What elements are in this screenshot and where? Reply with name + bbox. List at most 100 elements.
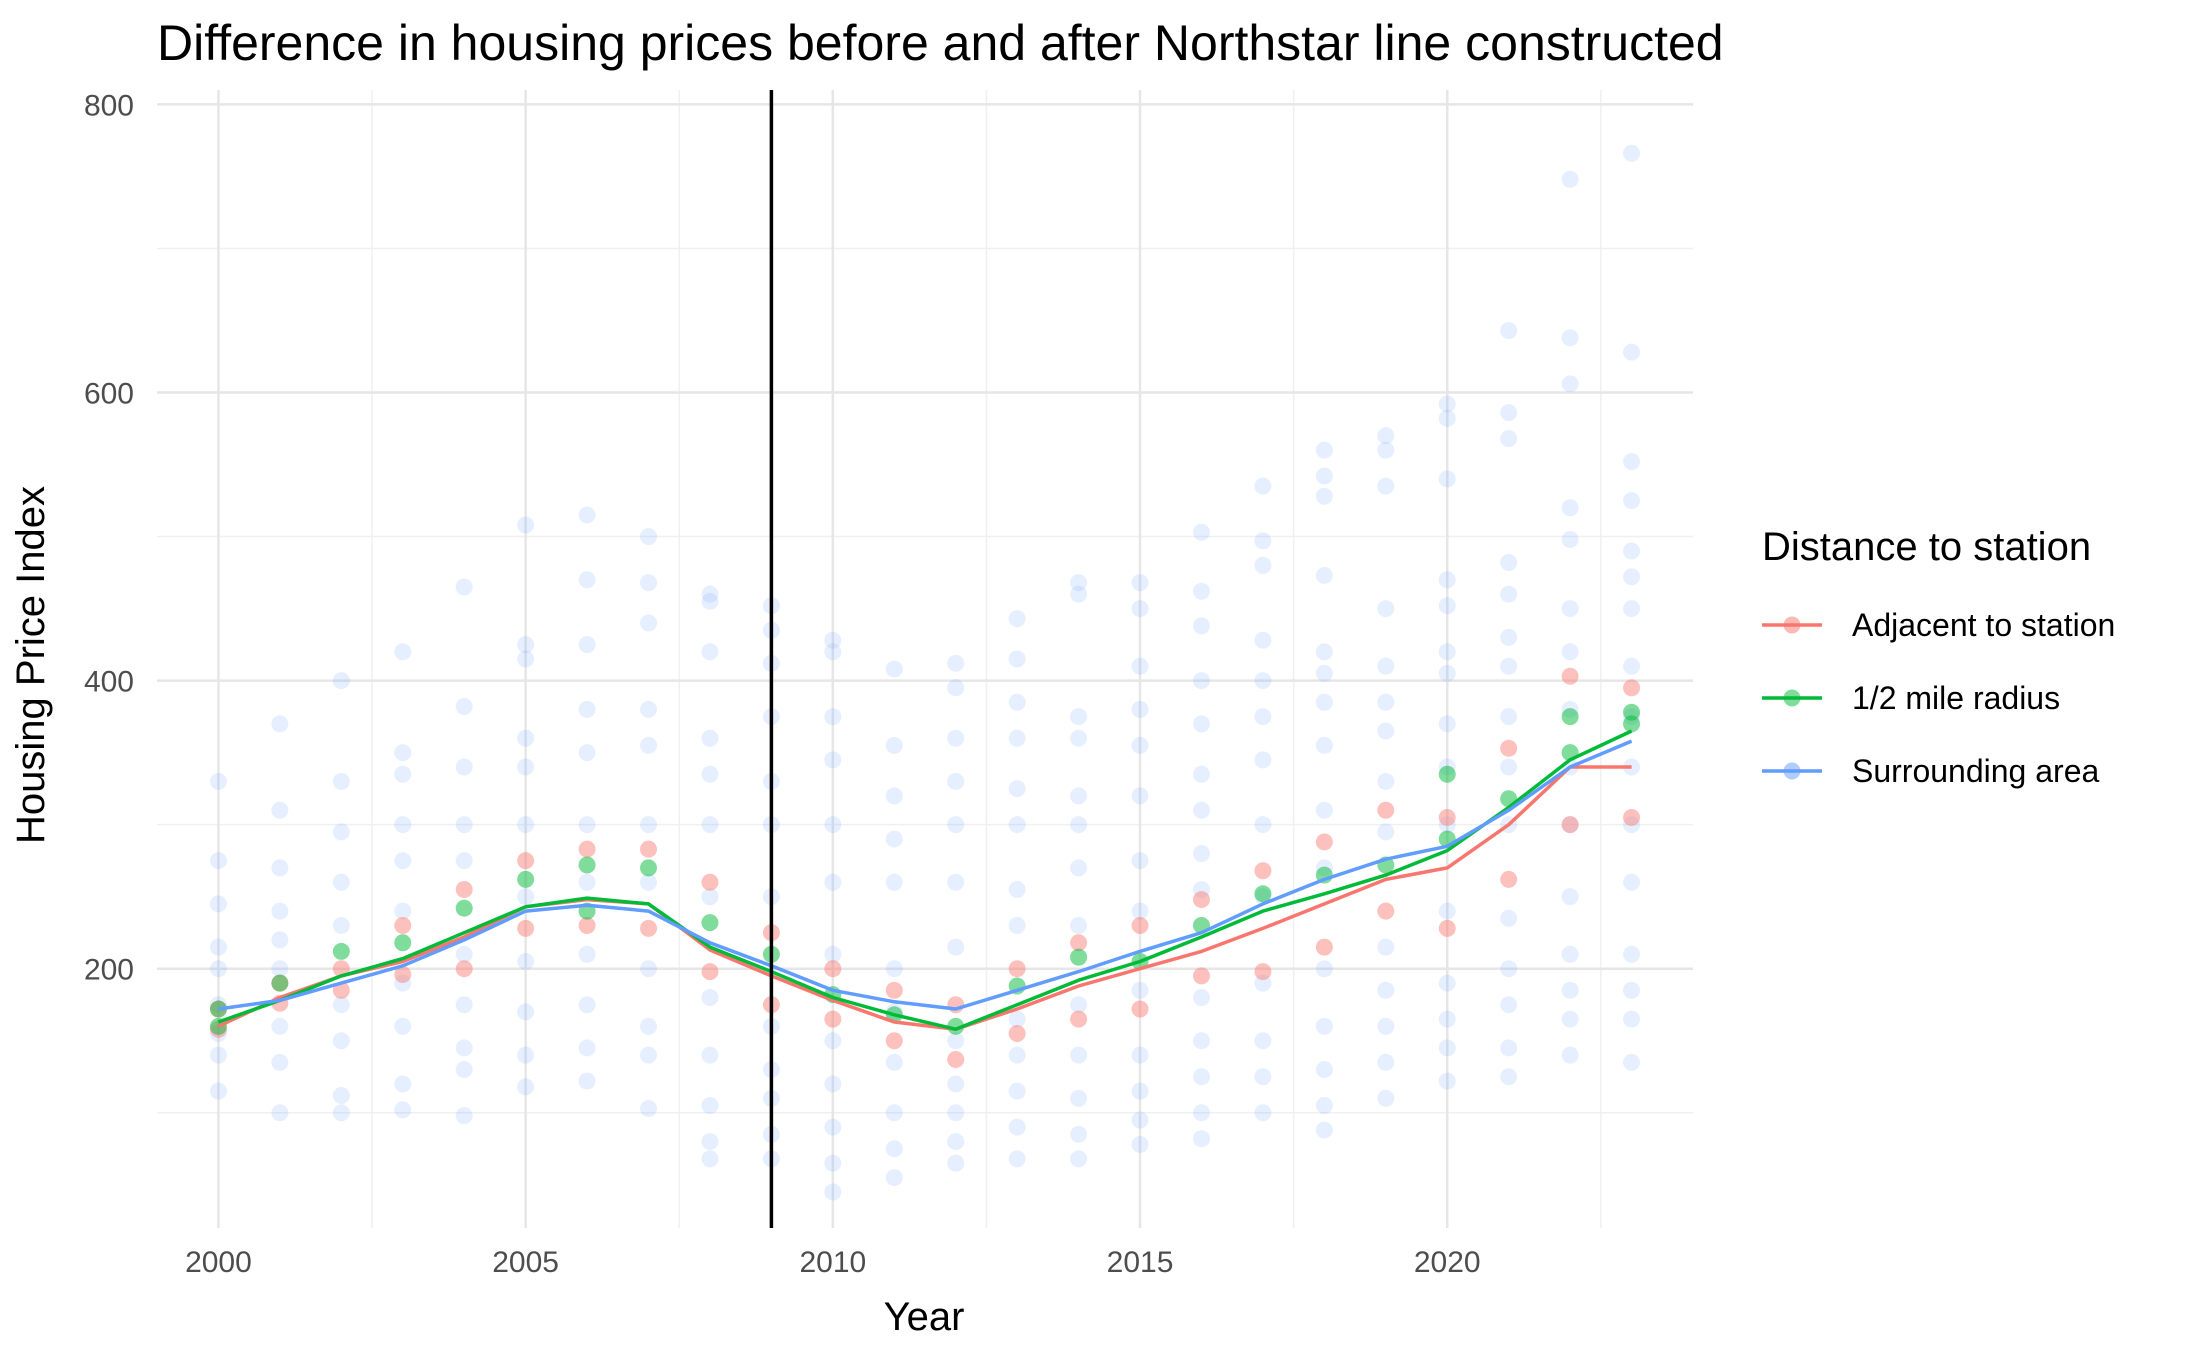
data-point [1008,1082,1026,1100]
data-point [1500,739,1518,757]
data-point [1315,736,1333,754]
data-point [1561,888,1579,906]
data-point [1254,1068,1272,1086]
data-point [824,1183,842,1201]
data-point [1377,981,1395,999]
data-point [885,830,903,848]
legend-items: Adjacent to station 1/2 mile radius Surrou… [1762,607,2115,789]
data-point [271,859,289,877]
data-point [1438,395,1456,413]
data-point [517,516,535,534]
data-point [947,873,965,891]
data-point [1254,532,1272,550]
data-point [640,700,658,718]
data-point [1192,617,1210,635]
data-point [1254,816,1272,834]
data-point [1254,1104,1272,1122]
data-point [517,758,535,776]
data-point [1438,816,1456,834]
data-point [394,1017,412,1035]
data-point [1377,441,1395,459]
data-point [1254,631,1272,649]
data-point [1131,1000,1149,1018]
data-point [455,880,473,898]
x-tick-label: 2010 [799,1246,866,1279]
data-point [1131,736,1149,754]
data-point [947,1050,965,1068]
data-point [1008,1150,1026,1168]
data-point [1438,902,1456,920]
series-line [217,765,1632,1031]
data-point [1500,322,1518,340]
data-point [517,852,535,870]
data-point [517,888,535,906]
data-point [1500,1068,1518,1086]
data-point [947,654,965,672]
data-point [1561,329,1579,347]
data-point [1438,1039,1456,1057]
data-point [885,1140,903,1158]
data-point [209,772,227,790]
data-point [271,1104,289,1122]
data-point [1377,938,1395,956]
data-point [1070,708,1088,726]
data-point [701,1097,719,1115]
data-point [1438,643,1456,661]
data-point [701,914,719,932]
data-point [824,1154,842,1172]
grid-major [157,90,1693,1228]
data-point [1377,823,1395,841]
data-point [271,715,289,733]
data-point [1377,772,1395,790]
data-point [1254,963,1272,981]
data-point [1192,1104,1210,1122]
x-axis-label: Year [884,1295,965,1339]
data-point [1254,477,1272,495]
data-point [1561,1010,1579,1028]
data-point [701,643,719,661]
data-point [1315,467,1333,485]
y-tick-label: 400 [84,666,134,699]
data-point [1192,891,1210,909]
data-point [1070,816,1088,834]
legend-key-point [1783,762,1801,780]
data-point [1623,1053,1641,1071]
data-point [1315,960,1333,978]
data-point [394,816,412,834]
data-point [947,1075,965,1093]
data-point [332,823,350,841]
data-point [1192,1068,1210,1086]
data-point [640,960,658,978]
chart-title: Difference in housing prices before and … [157,15,1724,71]
data-point [1254,974,1272,992]
data-point [578,506,596,524]
data-point [1623,568,1641,586]
data-point [271,1017,289,1035]
data-point [947,1017,965,1035]
data-point [1070,1089,1088,1107]
data-point [332,916,350,934]
data-point [1561,945,1579,963]
data-point [1377,722,1395,740]
data-point [701,989,719,1007]
data-point [1192,765,1210,783]
data-point [1070,916,1088,934]
data-point [455,578,473,596]
data-point [1377,1089,1395,1107]
data-point [332,873,350,891]
legend-title: Distance to station [1762,525,2091,569]
x-tick-label: 2020 [1414,1246,1481,1279]
series-line [218,739,1633,1011]
data-point [1377,902,1395,920]
data-point [640,840,658,858]
data-point [1623,453,1641,471]
data-point [1377,1053,1395,1071]
data-point [1254,1032,1272,1050]
data-point [1377,600,1395,618]
data-point [455,945,473,963]
data-point [1315,1097,1333,1115]
data-point [947,1133,965,1151]
data-point [1008,1010,1026,1028]
data-point [271,931,289,949]
